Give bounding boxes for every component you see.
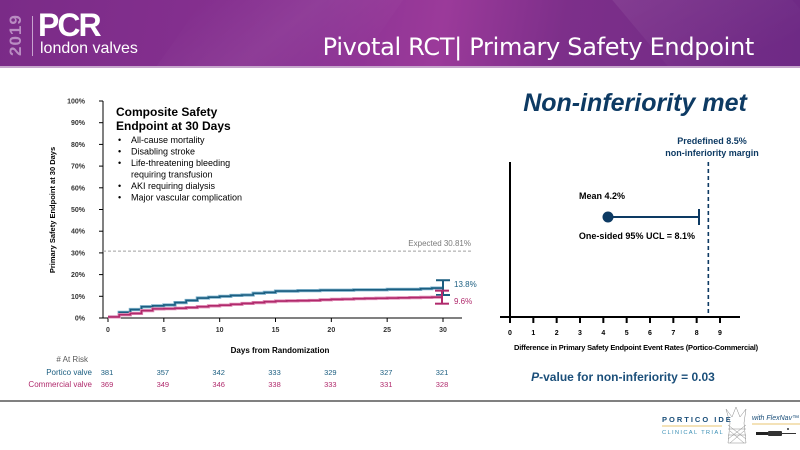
km-y-tick-label: 80%	[71, 142, 86, 149]
at-risk-cell: 369	[101, 380, 114, 389]
at-risk-row-label-portico: Portico valve	[46, 368, 92, 377]
at-risk-label: # At Risk	[56, 355, 89, 364]
trial-logo-line2: CLINICAL TRIAL	[662, 430, 724, 436]
slide-title: Pivotal RCT| Primary Safety Endpoint	[322, 33, 755, 61]
at-risk-cell: 327	[380, 368, 393, 377]
at-risk-cell: 381	[101, 368, 114, 377]
km-y-axis-ticks: 0% 10% 20% 30% 40% 50% 60% 70% 80% 90% 100%	[67, 99, 103, 323]
km-component-item: requiring transfusion	[131, 170, 213, 180]
at-risk-cell: 321	[436, 368, 449, 377]
km-y-tick-label: 30%	[71, 250, 86, 257]
at-risk-cell: 331	[380, 380, 393, 389]
km-x-tick-label: 10	[216, 327, 224, 334]
km-y-tick-label: 50%	[71, 207, 86, 214]
km-component-bullet: •	[118, 193, 121, 203]
km-component-bullet: •	[118, 147, 121, 157]
km-y-tick-label: 40%	[71, 229, 86, 236]
logo-divider	[32, 16, 33, 56]
km-box-title-line1: Composite Safety	[116, 105, 218, 119]
trial-logo: PORTICO IDE CLINICAL TRIAL with FlexNav™	[662, 406, 800, 444]
at-risk-table: 381 357 342 333 329 327 321 369 349 346 338 333 331 3…	[101, 368, 449, 389]
km-x-axis-label: Days from Randomization	[231, 346, 330, 355]
km-y-tick-label: 20%	[71, 272, 86, 279]
km-component-item: Major vascular complication	[131, 193, 242, 203]
km-component-item: Disabling stroke	[131, 147, 195, 157]
km-final-label: 9.6%	[454, 297, 472, 306]
km-components-list: • All-cause mortality • Disabling stroke • Li…	[118, 135, 242, 203]
at-risk-cell: 329	[324, 368, 337, 377]
at-risk-cell: 349	[157, 380, 170, 389]
km-series-line-commercial	[108, 296, 443, 318]
km-component-item: Life-threatening bleeding	[131, 158, 230, 168]
km-series: 13.8% 9.6%	[108, 279, 477, 319]
at-risk-cell: 328	[436, 380, 449, 389]
km-x-tick-label: 20	[327, 327, 335, 334]
header-underline	[0, 66, 800, 68]
slide-header: 2019 PCR london valves Pivotal RCT| Prim…	[0, 0, 800, 66]
at-risk-cell: 333	[324, 380, 337, 389]
trial-logo-with: with FlexNav™	[752, 415, 799, 422]
km-component-bullet: •	[118, 135, 121, 145]
km-y-tick-label: 100%	[67, 99, 86, 106]
km-x-tick-label: 30	[439, 327, 447, 334]
km-component-item: All-cause mortality	[131, 135, 205, 145]
km-reference-label: Expected 30.81%	[408, 239, 471, 248]
km-component-item: AKI requiring dialysis	[131, 181, 216, 191]
km-x-tick-label: 25	[383, 327, 391, 334]
at-risk-row-label-commercial: Commercial valve	[28, 380, 92, 389]
km-x-tick-label: 5	[162, 327, 166, 334]
at-risk-cell: 357	[157, 368, 170, 377]
km-y-tick-label: 10%	[71, 294, 86, 301]
logo-subtitle: london valves	[40, 40, 138, 57]
km-series-line-portico	[108, 287, 443, 318]
footer-divider	[0, 400, 800, 402]
km-y-axis-label: Primary Safety Endpoint at 30 Days	[48, 147, 57, 273]
km-final-label: 13.8%	[454, 280, 477, 289]
km-x-tick-label: 0	[106, 327, 110, 334]
km-component-bullet: •	[118, 181, 121, 191]
km-y-tick-label: 0%	[75, 316, 86, 323]
km-y-tick-label: 90%	[71, 120, 86, 127]
km-x-tick-label: 15	[272, 327, 280, 334]
at-risk-cell: 333	[268, 368, 281, 377]
valve-stent-icon	[725, 406, 747, 444]
at-risk-cell: 338	[268, 380, 281, 389]
km-y-tick-label: 70%	[71, 164, 86, 171]
trial-logo-line1: PORTICO IDE	[662, 415, 733, 424]
km-x-axis-ticks: 0 5 10 15 20 25 30	[106, 318, 447, 334]
km-box-title-line2: Endpoint at 30 Days	[116, 119, 231, 133]
delivery-system-icon	[756, 428, 796, 436]
km-y-tick-label: 60%	[71, 185, 86, 192]
km-component-bullet: •	[118, 158, 121, 168]
at-risk-cell: 346	[212, 380, 225, 389]
logo-brand: PCR	[38, 7, 102, 43]
at-risk-cell: 342	[212, 368, 225, 377]
